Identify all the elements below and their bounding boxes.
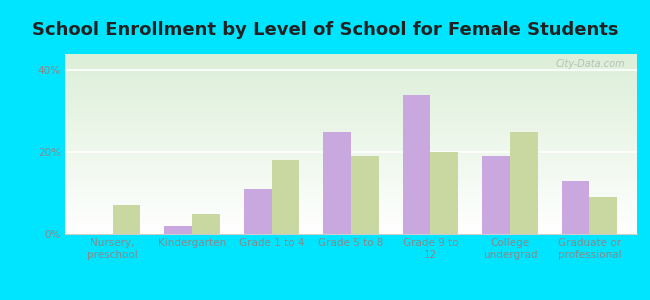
Bar bbox=[482, 156, 510, 234]
Bar bbox=[590, 197, 617, 234]
Text: School Enrollment by Level of School for Female Students: School Enrollment by Level of School for… bbox=[32, 21, 618, 39]
Bar bbox=[323, 132, 351, 234]
Bar bbox=[510, 132, 538, 234]
Bar bbox=[192, 214, 220, 234]
Bar bbox=[272, 160, 300, 234]
Bar bbox=[112, 206, 140, 234]
Bar bbox=[402, 95, 430, 234]
Bar bbox=[244, 189, 272, 234]
Text: City-Data.com: City-Data.com bbox=[556, 59, 625, 69]
Bar bbox=[351, 156, 379, 234]
Bar bbox=[562, 181, 590, 234]
Bar bbox=[164, 226, 192, 234]
Bar bbox=[430, 152, 458, 234]
